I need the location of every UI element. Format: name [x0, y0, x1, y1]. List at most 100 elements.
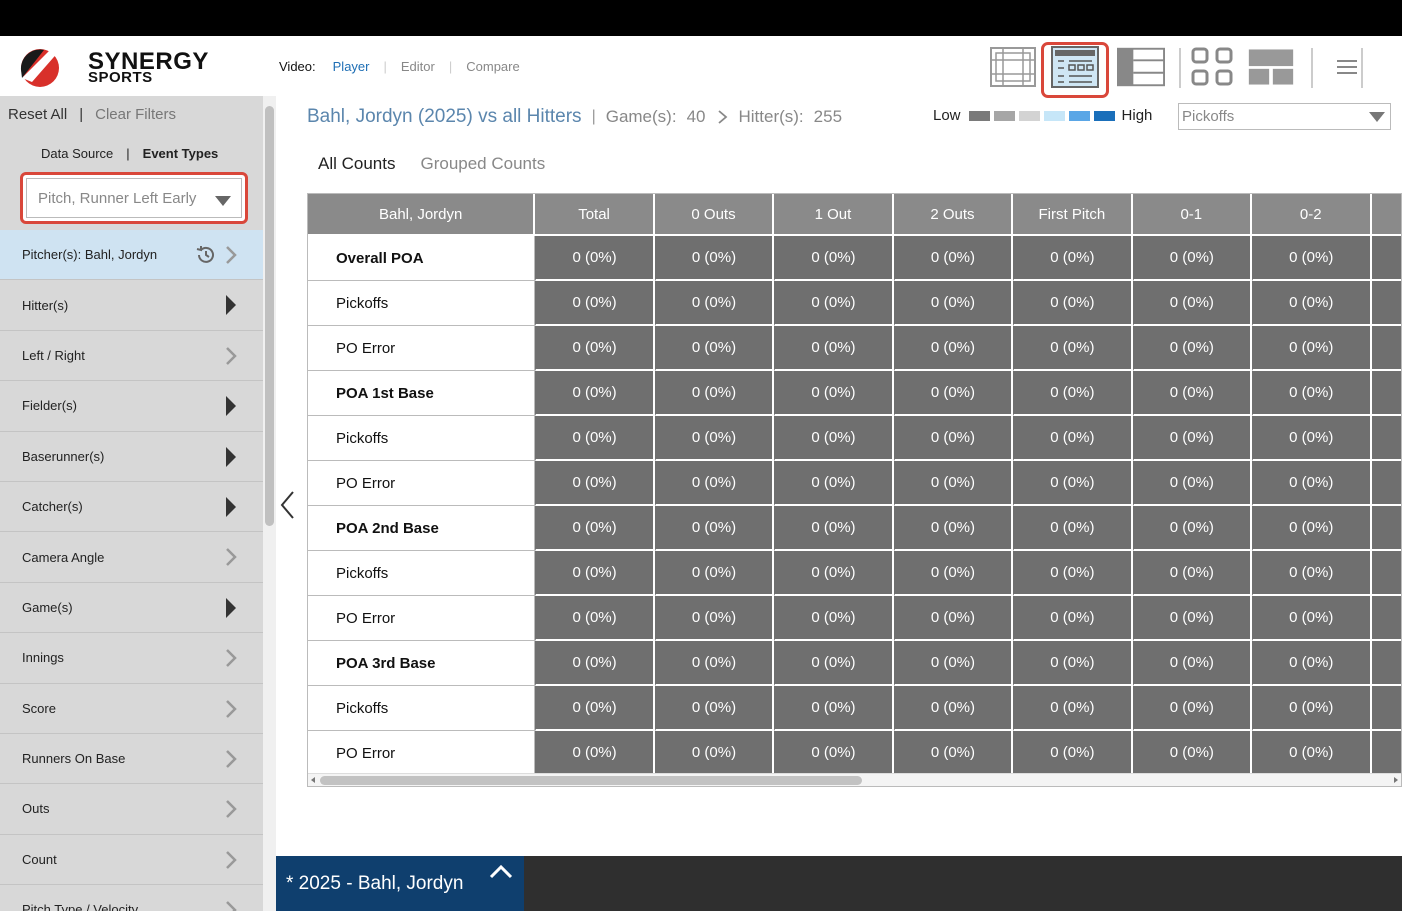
stat-cell[interactable]: 0 (0%) [535, 596, 655, 641]
stat-cell[interactable]: 0 (0%) [1132, 596, 1253, 641]
stat-cell[interactable]: 0 (0%) [654, 506, 775, 551]
dropdown-arrow-icon[interactable] [215, 196, 231, 206]
tab-grouped-counts[interactable]: Grouped Counts [420, 154, 546, 173]
sidebar-item-runners-on-base[interactable]: Runners On Base [0, 734, 263, 785]
stat-cell[interactable]: 0 (0%) [774, 461, 894, 506]
stat-cell[interactable]: 0 (0%) [1013, 236, 1133, 281]
sidebar-item-score[interactable]: Score [0, 684, 263, 734]
stat-cell[interactable]: 0 (0%) [1013, 551, 1133, 596]
row-label[interactable]: Pickoffs [308, 416, 536, 461]
grid-view-icon[interactable] [989, 46, 1037, 88]
stat-cell[interactable]: 0 (0%) [654, 371, 775, 416]
reset-all-button[interactable]: Reset All [8, 105, 68, 123]
stat-cell[interactable]: 0 (0%) [535, 236, 655, 281]
chevron-right-icon[interactable] [225, 850, 237, 870]
sidebar-item-camera-angle[interactable]: Camera Angle [0, 532, 263, 583]
synergy-logo[interactable]: SYNERGY SPORTS [10, 48, 230, 88]
stat-cell[interactable]: 0 (0%) [654, 461, 775, 506]
stat-cell[interactable]: 0 (0%) [1132, 371, 1253, 416]
chevron-up-icon[interactable] [488, 862, 514, 880]
stat-cell[interactable]: 0 (0%) [1252, 641, 1372, 686]
stat-cell[interactable]: 0 (0%) [535, 641, 655, 686]
stat-cell[interactable]: 0 (0%) [1252, 686, 1372, 731]
stat-cell[interactable]: 0 (0%) [1252, 281, 1372, 326]
stat-cell[interactable]: 0 (0%) [774, 236, 894, 281]
stat-cell[interactable]: 0 (0%) [893, 641, 1014, 686]
stat-cell[interactable]: 0 (0%) [774, 416, 894, 461]
stat-cell[interactable]: 0 (0%) [774, 506, 894, 551]
tab-editor[interactable]: Editor [400, 59, 435, 74]
history-icon[interactable] [195, 244, 217, 266]
stat-cell[interactable]: 0 (0%) [535, 731, 655, 776]
column-header[interactable]: 0-1 [1132, 194, 1253, 236]
row-label[interactable]: POA 2nd Base [308, 506, 536, 551]
column-header[interactable]: 0 Outs [654, 194, 775, 236]
stat-cell[interactable]: 0 (0%) [535, 686, 655, 731]
stat-cell[interactable]: 0 (0%) [1013, 461, 1133, 506]
row-header-cell[interactable]: Bahl, Jordyn [308, 194, 536, 236]
tab-player[interactable]: Player [332, 59, 370, 74]
stat-cell[interactable]: 0 (0%) [893, 281, 1014, 326]
tab-data-source[interactable]: Data Source [41, 145, 114, 161]
stat-cell[interactable]: 0 (0%) [774, 551, 894, 596]
chevron-right-icon[interactable] [225, 245, 237, 265]
sidebar-item-pitch-type[interactable]: Pitch Type / Velocity [0, 885, 263, 911]
grid-scroll-thumb[interactable] [320, 776, 862, 785]
report-title[interactable]: Bahl, Jordyn (2025) vs all Hitters [307, 106, 582, 127]
sidebar-item-fielders[interactable]: Fielder(s) [0, 381, 263, 432]
column-header[interactable]: First Pitch [1013, 194, 1133, 236]
stat-cell[interactable]: 0 (0%) [1013, 641, 1133, 686]
column-header[interactable]: 0-2 [1252, 194, 1372, 236]
stat-cell[interactable]: 0 (0%) [654, 281, 775, 326]
chevron-right-icon[interactable] [225, 699, 237, 719]
table-view-icon[interactable] [1051, 46, 1099, 88]
stat-cell[interactable]: 0 (0%) [1013, 416, 1133, 461]
stat-cell[interactable]: 0 (0%) [774, 686, 894, 731]
row-label[interactable]: Pickoffs [308, 686, 536, 731]
stat-cell[interactable]: 0 (0%) [893, 731, 1014, 776]
stat-cell[interactable]: 0 (0%) [535, 281, 655, 326]
stat-cell[interactable]: 0 (0%) [535, 326, 655, 371]
stat-cell[interactable]: 0 (0%) [1252, 551, 1372, 596]
chevron-right-icon[interactable] [225, 346, 237, 366]
stat-cell[interactable]: 0 (0%) [1252, 506, 1372, 551]
stat-cell[interactable]: 0 (0%) [774, 596, 894, 641]
stat-cell[interactable]: 0 (0%) [774, 326, 894, 371]
row-label[interactable]: POA 3rd Base [308, 641, 536, 686]
sidebar-item-left-right[interactable]: Left / Right [0, 331, 263, 382]
column-header[interactable]: Total [535, 194, 655, 236]
triangle-right-icon[interactable] [225, 597, 237, 618]
stat-cell[interactable]: 0 (0%) [893, 326, 1014, 371]
dropdown-arrow-icon[interactable] [1369, 112, 1385, 122]
stat-cell[interactable]: 0 (0%) [654, 416, 775, 461]
stat-cell[interactable]: 0 (0%) [1013, 281, 1133, 326]
stat-cell[interactable]: 0 (0%) [774, 371, 894, 416]
stat-cell[interactable]: 0 (0%) [1132, 641, 1253, 686]
metric-select[interactable]: Pickoffs [1178, 103, 1391, 130]
stat-cell[interactable]: 0 (0%) [535, 416, 655, 461]
event-type-value-box[interactable]: Pitch, Runner Left Early [26, 178, 242, 218]
row-label[interactable]: Pickoffs [308, 281, 536, 326]
stat-cell[interactable]: 0 (0%) [893, 416, 1014, 461]
stat-cell[interactable]: 0 (0%) [1132, 731, 1253, 776]
stat-cell[interactable]: 0 (0%) [1252, 596, 1372, 641]
sidebar-item-catchers[interactable]: Catcher(s) [0, 482, 263, 533]
stat-cell[interactable]: 0 (0%) [535, 371, 655, 416]
column-header[interactable]: 1 Out [774, 194, 894, 236]
stat-cell[interactable]: 0 (0%) [1132, 326, 1253, 371]
tab-event-types[interactable]: Event Types [142, 145, 219, 161]
grid-horizontal-scrollbar[interactable] [308, 773, 1401, 786]
triangle-right-icon[interactable] [225, 446, 237, 467]
column-header[interactable]: 2 Outs [893, 194, 1014, 236]
tab-all-counts[interactable]: All Counts [318, 154, 396, 173]
stat-cell[interactable]: 0 (0%) [1132, 461, 1253, 506]
stat-cell[interactable]: 0 (0%) [1252, 326, 1372, 371]
stat-cell[interactable]: 0 (0%) [1132, 281, 1253, 326]
sidebar-item-innings[interactable]: Innings [0, 633, 263, 684]
sidebar-item-games[interactable]: Game(s) [0, 583, 263, 634]
stat-cell[interactable]: 0 (0%) [654, 641, 775, 686]
chevron-right-icon[interactable] [225, 799, 237, 819]
collapse-sidebar-icon[interactable] [279, 490, 295, 520]
stat-cell[interactable]: 0 (0%) [893, 236, 1014, 281]
chevron-right-icon[interactable] [225, 547, 237, 567]
